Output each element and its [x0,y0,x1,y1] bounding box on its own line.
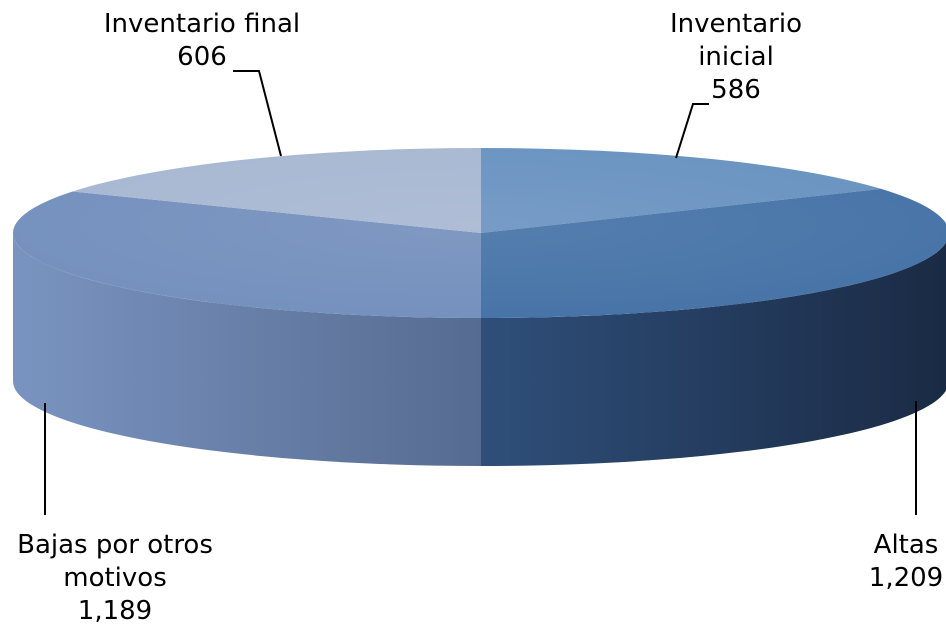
data-label-value: 1,209 [868,563,944,593]
data-label-value: 586 [711,75,761,105]
leader-line [675,103,709,159]
data-label-category: Inventario final [103,9,301,39]
pie-slice-side [481,242,946,466]
leader-line [233,70,282,157]
data-label-category: Inventario [670,9,802,39]
data-label-category: motivos [63,563,167,593]
data-label-category: Altas [873,530,939,560]
data-label-category: Bajas por otros [17,530,213,560]
data-label-category: inicial [698,42,774,72]
data-label-value: 606 [177,42,227,72]
data-label-value: 1,189 [77,596,153,626]
pie-slice-side [13,233,481,466]
pie-top-highlight [13,148,946,318]
